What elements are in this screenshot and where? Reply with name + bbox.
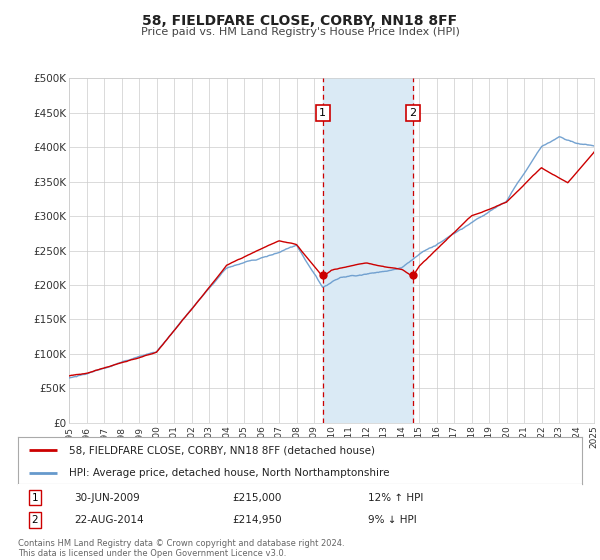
Text: Price paid vs. HM Land Registry's House Price Index (HPI): Price paid vs. HM Land Registry's House … xyxy=(140,27,460,37)
Text: HPI: Average price, detached house, North Northamptonshire: HPI: Average price, detached house, Nort… xyxy=(69,468,389,478)
Text: 58, FIELDFARE CLOSE, CORBY, NN18 8FF: 58, FIELDFARE CLOSE, CORBY, NN18 8FF xyxy=(142,14,458,28)
Text: 2: 2 xyxy=(409,108,416,118)
Text: 58, FIELDFARE CLOSE, CORBY, NN18 8FF (detached house): 58, FIELDFARE CLOSE, CORBY, NN18 8FF (de… xyxy=(69,445,375,455)
Text: 30-JUN-2009: 30-JUN-2009 xyxy=(74,493,140,503)
Text: 9% ↓ HPI: 9% ↓ HPI xyxy=(368,515,416,525)
Text: 22-AUG-2014: 22-AUG-2014 xyxy=(74,515,144,525)
Text: 12% ↑ HPI: 12% ↑ HPI xyxy=(368,493,423,503)
Text: Contains HM Land Registry data © Crown copyright and database right 2024.
This d: Contains HM Land Registry data © Crown c… xyxy=(18,539,344,558)
Text: 2: 2 xyxy=(32,515,38,525)
Text: 1: 1 xyxy=(32,493,38,503)
Bar xyxy=(323,78,413,423)
Text: 1: 1 xyxy=(319,108,326,118)
Text: £215,000: £215,000 xyxy=(232,493,281,503)
Text: £214,950: £214,950 xyxy=(232,515,282,525)
